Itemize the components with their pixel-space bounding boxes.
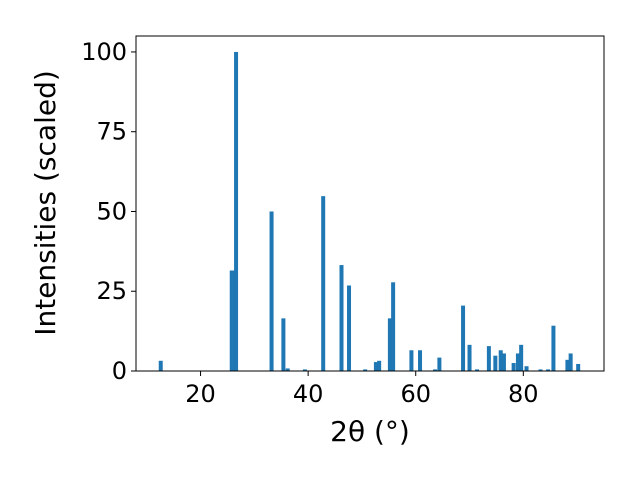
plot-frame: [135, 35, 605, 372]
bar: [461, 305, 466, 371]
bar: [501, 353, 506, 371]
bar: [433, 369, 438, 371]
bar: [568, 353, 573, 371]
bar: [467, 344, 472, 371]
x-tick-label: 20: [185, 380, 216, 408]
y-tick-label: 75: [96, 118, 127, 146]
y-tick-label: 25: [96, 277, 127, 305]
bar: [551, 325, 556, 371]
y-axis-label: Intensities (scaled): [29, 70, 62, 336]
bars-group: [158, 51, 581, 371]
bar: [515, 353, 520, 371]
bar: [493, 355, 498, 371]
bar: [418, 350, 423, 371]
x-tick-label: 80: [508, 380, 539, 408]
bar: [538, 369, 543, 371]
bar: [437, 357, 442, 371]
y-axis: 0 25 50 75 100: [81, 38, 136, 385]
bar: [302, 369, 307, 371]
bar: [498, 350, 503, 371]
bar: [377, 360, 382, 371]
bar: [546, 369, 551, 371]
bar: [339, 265, 344, 371]
bar: [409, 350, 414, 371]
y-tick-label: 100: [81, 38, 127, 66]
plot-background: [136, 36, 604, 371]
bar: [230, 270, 235, 371]
bar: [285, 368, 290, 371]
bar: [511, 363, 516, 371]
bar: [565, 359, 570, 371]
bar: [391, 282, 396, 371]
bar: [281, 318, 286, 371]
bar: [347, 285, 352, 371]
bar: [321, 196, 326, 371]
y-tick-label: 0: [112, 357, 127, 385]
x-tick-label: 40: [293, 380, 324, 408]
bar: [486, 346, 491, 371]
bar: [519, 344, 524, 371]
y-tick-label: 50: [96, 197, 127, 225]
x-axis-label: 2θ (°): [330, 415, 410, 448]
bar: [269, 211, 274, 371]
x-axis: 20 40 60 80: [185, 371, 539, 408]
bar: [158, 360, 163, 371]
bar: [576, 363, 581, 371]
bar: [524, 366, 529, 371]
bar: [373, 362, 378, 371]
bar: [363, 369, 368, 371]
bar: [475, 369, 480, 371]
x-tick-label: 60: [400, 380, 431, 408]
bar: [387, 318, 392, 371]
bar: [234, 51, 239, 371]
